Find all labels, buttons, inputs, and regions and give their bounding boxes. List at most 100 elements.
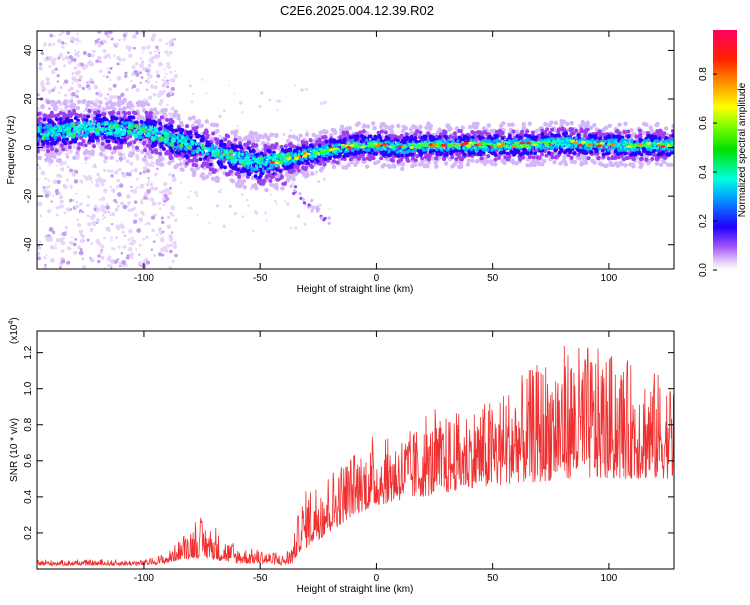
noise-speckle	[106, 67, 110, 70]
noise-speckle	[102, 39, 106, 44]
ridge-cell	[71, 102, 77, 108]
noise-speckle	[158, 38, 162, 42]
noise-speckle	[80, 238, 86, 243]
noise-speckle	[169, 211, 172, 214]
ridge-cell	[649, 128, 654, 133]
noise-speckle	[146, 80, 151, 84]
noise-speckle	[127, 172, 132, 177]
ridge-cell	[254, 185, 259, 191]
noise-speckle	[74, 205, 79, 209]
ridge-cell	[239, 169, 244, 174]
ridge-cell	[194, 158, 199, 163]
ridge-cell	[321, 135, 326, 140]
noise-speckle	[60, 240, 66, 246]
ridge-cell	[144, 110, 149, 115]
ridge-cell	[158, 121, 162, 126]
ridge-cell	[445, 123, 451, 129]
noise-speckle	[97, 38, 101, 41]
ridge-cell	[650, 156, 655, 161]
noise-speckle	[86, 195, 91, 199]
noise-speckle	[133, 168, 138, 173]
noise-speckle	[77, 50, 80, 54]
ridge-cell	[159, 162, 164, 167]
noise-speckle	[165, 190, 168, 193]
noise-speckle	[289, 226, 292, 230]
noise-speckle	[168, 266, 172, 269]
noise-speckle	[137, 186, 140, 189]
noise-speckle	[168, 234, 173, 239]
noise-speckle	[157, 93, 162, 98]
noise-speckle	[47, 89, 52, 94]
ridge-cell	[170, 128, 175, 133]
ridge-cell	[76, 99, 82, 104]
noise-speckle	[117, 245, 121, 249]
noise-speckle	[79, 179, 84, 184]
noise-speckle	[294, 226, 298, 230]
ridge-cell	[410, 163, 415, 169]
ridge-cell	[581, 150, 586, 154]
noise-speckle	[138, 243, 142, 247]
noise-speckle	[60, 259, 66, 264]
noise-speckle	[50, 200, 53, 203]
noise-speckle	[97, 43, 102, 48]
noise-speckle	[110, 222, 114, 226]
noise-speckle	[98, 92, 103, 98]
ridge-cell	[67, 145, 72, 150]
noise-speckle	[127, 48, 131, 52]
noise-speckle	[118, 58, 123, 62]
noise-speckle	[171, 78, 176, 83]
noise-speckle	[42, 188, 47, 193]
noise-speckle	[78, 229, 84, 235]
noise-speckle	[167, 215, 171, 220]
noise-speckle	[52, 86, 57, 90]
ridge-cell	[185, 155, 190, 159]
noise-speckle	[129, 189, 133, 193]
ridge-cell	[583, 130, 588, 135]
ridge-cell	[298, 146, 303, 151]
noise-speckle	[208, 221, 211, 225]
noise-speckle	[48, 227, 54, 232]
noise-speckle	[139, 81, 142, 84]
noise-speckle	[152, 161, 156, 165]
noise-speckle	[303, 222, 307, 226]
ridge-cell	[126, 142, 131, 147]
noise-speckle	[97, 55, 102, 61]
noise-speckle	[258, 104, 262, 108]
ridge-cell	[553, 120, 559, 126]
noise-speckle	[97, 176, 101, 180]
ridge-cell	[214, 175, 220, 180]
ridge-cell	[452, 131, 457, 136]
noise-speckle	[101, 214, 105, 217]
ridge-cell	[102, 116, 107, 121]
ridge-cell	[450, 155, 455, 160]
ridge-cell	[230, 143, 235, 148]
ridge-cell	[362, 157, 367, 162]
noise-speckle	[116, 178, 120, 183]
noise-speckle	[155, 70, 159, 74]
ridge-cell	[492, 151, 497, 156]
noise-speckle	[64, 225, 68, 230]
ridge-cell	[223, 137, 228, 142]
ridge-cell	[428, 134, 433, 139]
ridge-cell	[537, 155, 542, 160]
ridge-cell	[592, 160, 597, 165]
noise-speckle	[52, 42, 56, 46]
noise-speckle	[60, 31, 65, 35]
noise-speckle	[61, 45, 65, 49]
ridge-cell	[83, 143, 88, 148]
noise-speckle	[50, 69, 56, 75]
ridge-cell	[122, 138, 127, 143]
ridge-cell	[185, 124, 190, 129]
noise-speckle	[172, 174, 175, 178]
noise-speckle	[130, 236, 134, 240]
ridge-cell	[86, 100, 92, 105]
ridge-cell	[400, 138, 405, 143]
ridge-cell	[101, 107, 107, 112]
ridge-cell	[413, 158, 418, 163]
ridge-cell	[342, 154, 347, 159]
noise-speckle	[60, 167, 65, 172]
ridge-cell	[372, 125, 377, 131]
ridge-cell	[472, 131, 477, 136]
ridge-cell	[304, 132, 310, 137]
noise-speckle	[70, 36, 76, 42]
